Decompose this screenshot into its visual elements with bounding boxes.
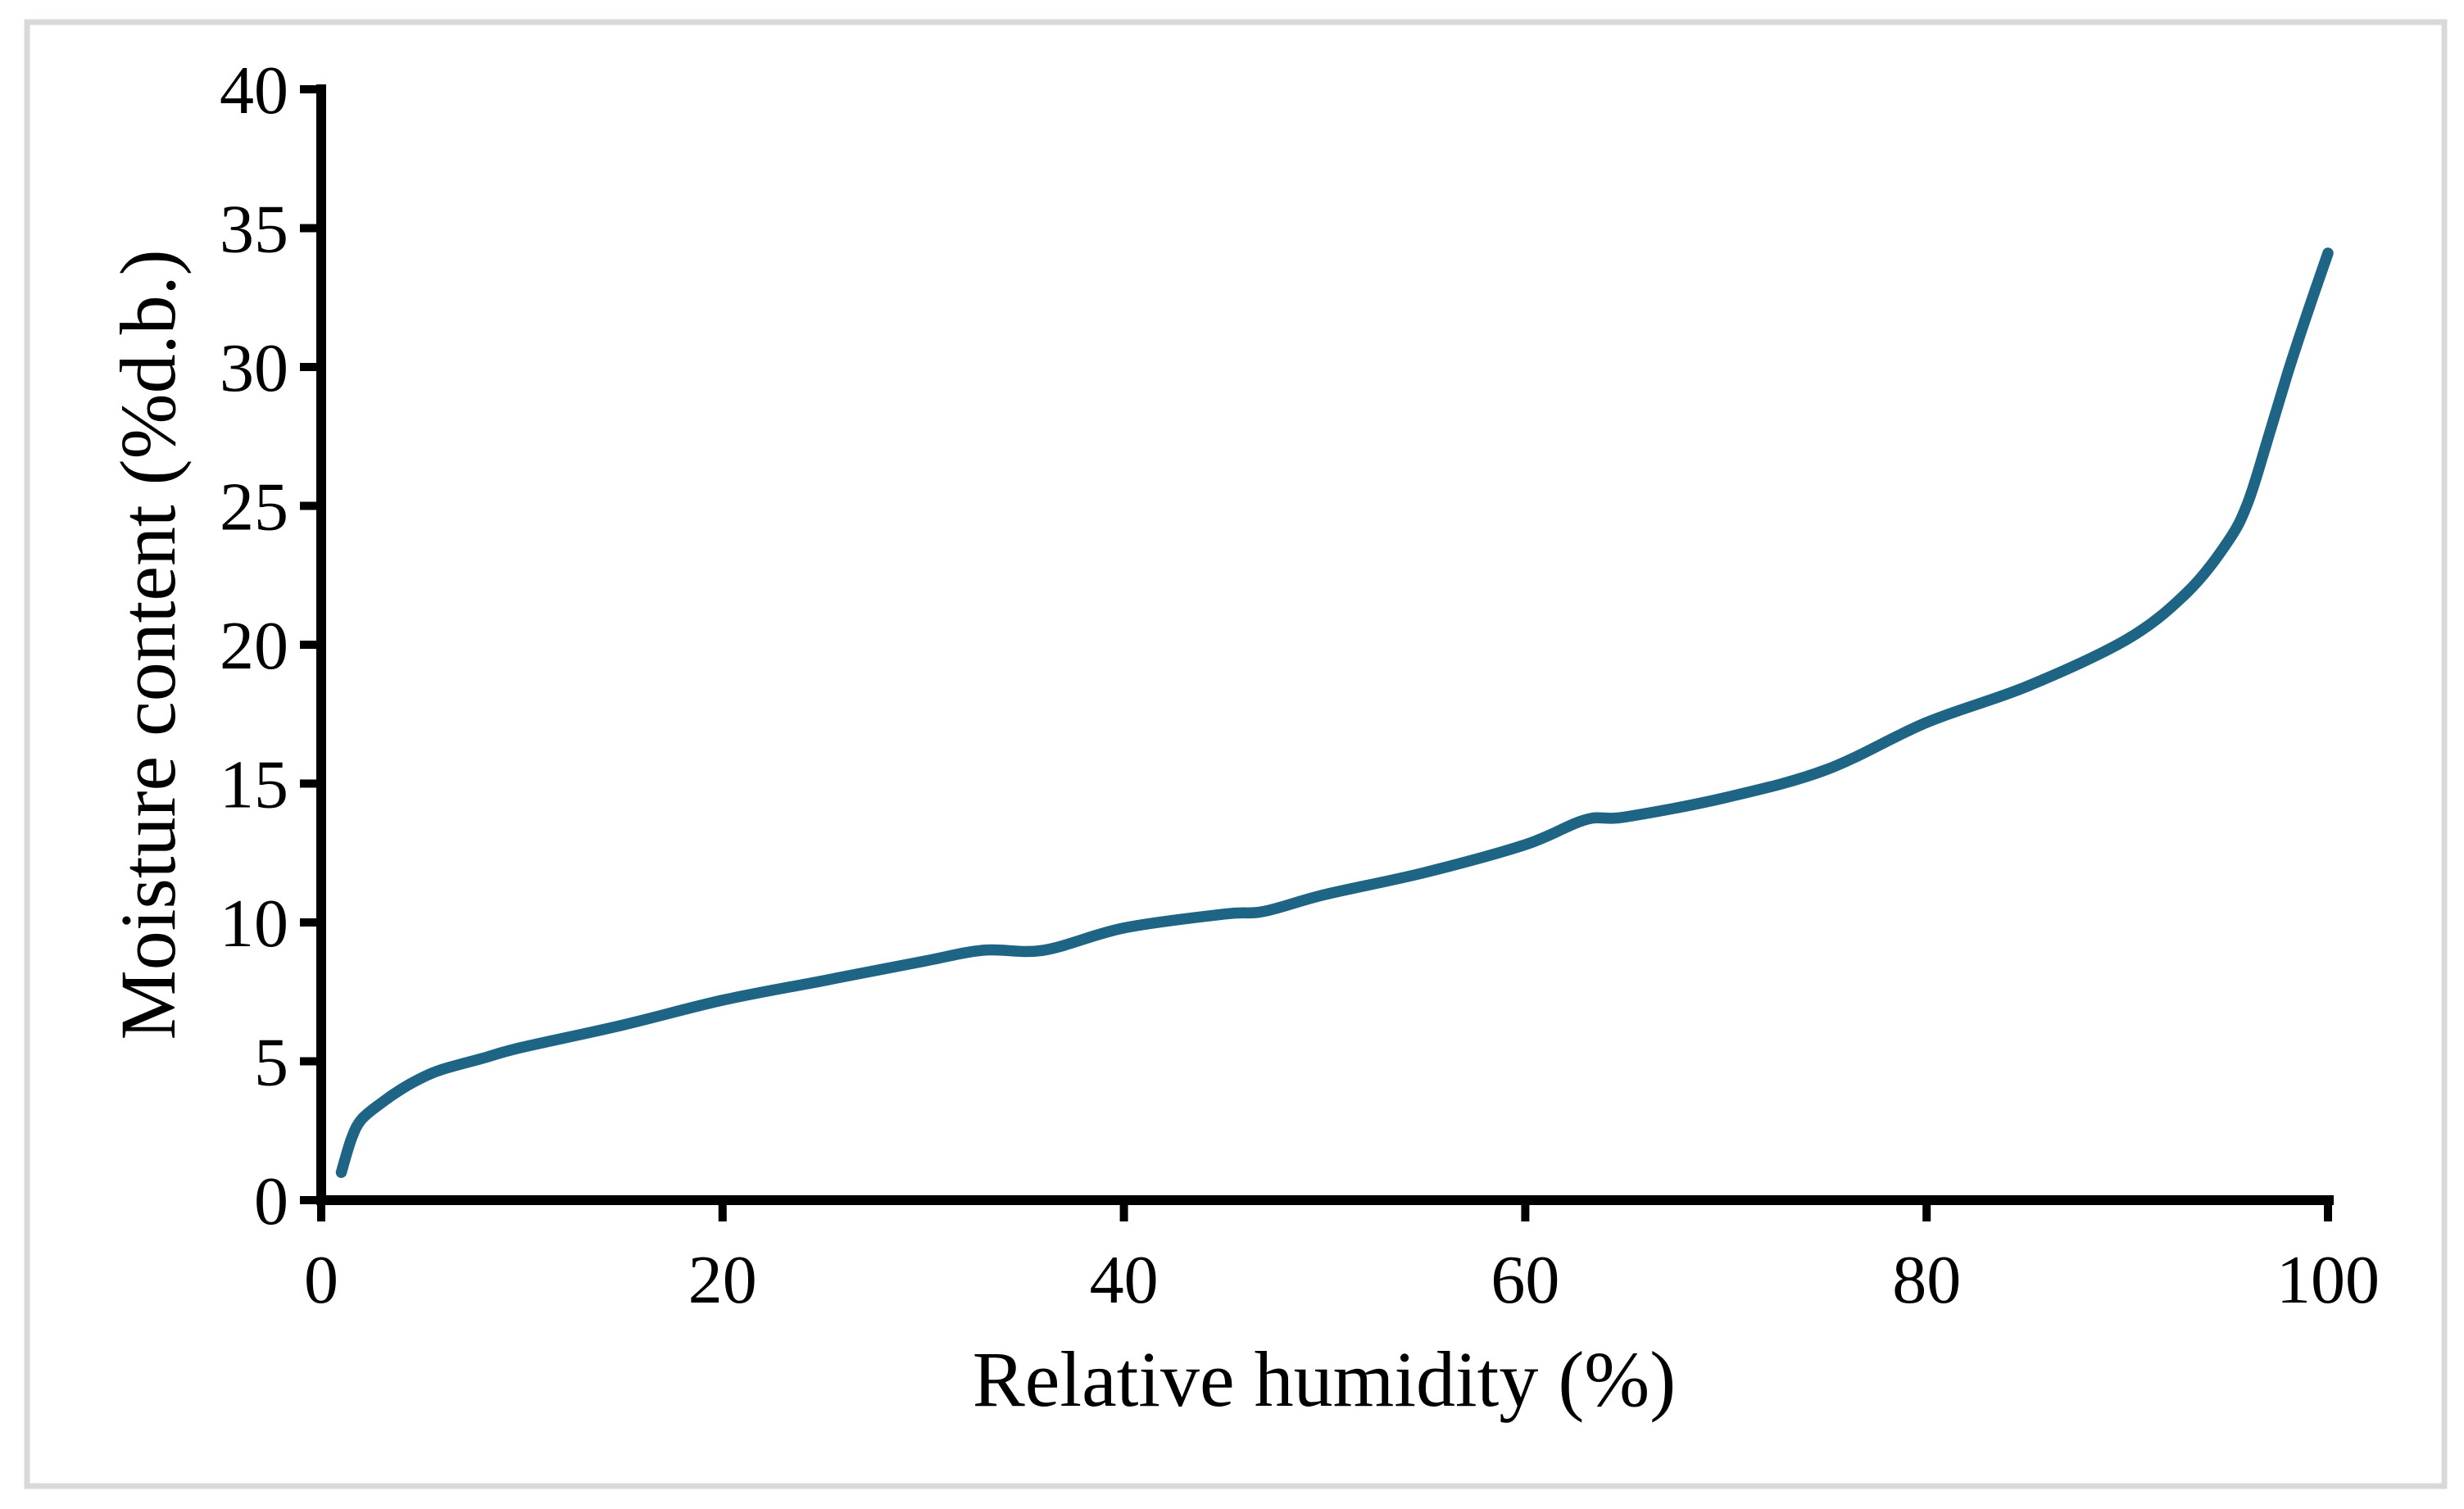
figure-border bbox=[24, 19, 2448, 1489]
x-axis-title: Relative humidity (%) bbox=[973, 1335, 1676, 1423]
y-tick-label: 20 bbox=[220, 608, 288, 684]
axis-ticks bbox=[300, 85, 2332, 1221]
y-tick-label: 5 bbox=[254, 1025, 288, 1101]
x-tick-label: 80 bbox=[1892, 1242, 1961, 1318]
y-tick-label: 25 bbox=[220, 469, 288, 546]
y-tick-label: 30 bbox=[220, 330, 288, 406]
y-tick-label: 35 bbox=[220, 192, 288, 268]
y-tick-label: 10 bbox=[220, 886, 288, 962]
x-tick-label: 0 bbox=[304, 1242, 338, 1318]
x-tick-label: 40 bbox=[1090, 1242, 1159, 1318]
y-axis-title: Moisture content (%d.b.) bbox=[104, 249, 192, 1040]
axis-tick-labels: 0 5 10 15 20 25 30 35 40 0 20 40 60 80 100 bbox=[220, 52, 2380, 1318]
y-tick-label: 15 bbox=[220, 747, 288, 823]
y-tick-label: 0 bbox=[254, 1163, 288, 1239]
y-tick-label: 40 bbox=[220, 52, 288, 129]
moisture-curve bbox=[335, 247, 2334, 1178]
x-tick-label: 20 bbox=[688, 1242, 757, 1318]
x-tick-label: 100 bbox=[2276, 1242, 2380, 1318]
x-tick-label: 60 bbox=[1491, 1242, 1559, 1318]
